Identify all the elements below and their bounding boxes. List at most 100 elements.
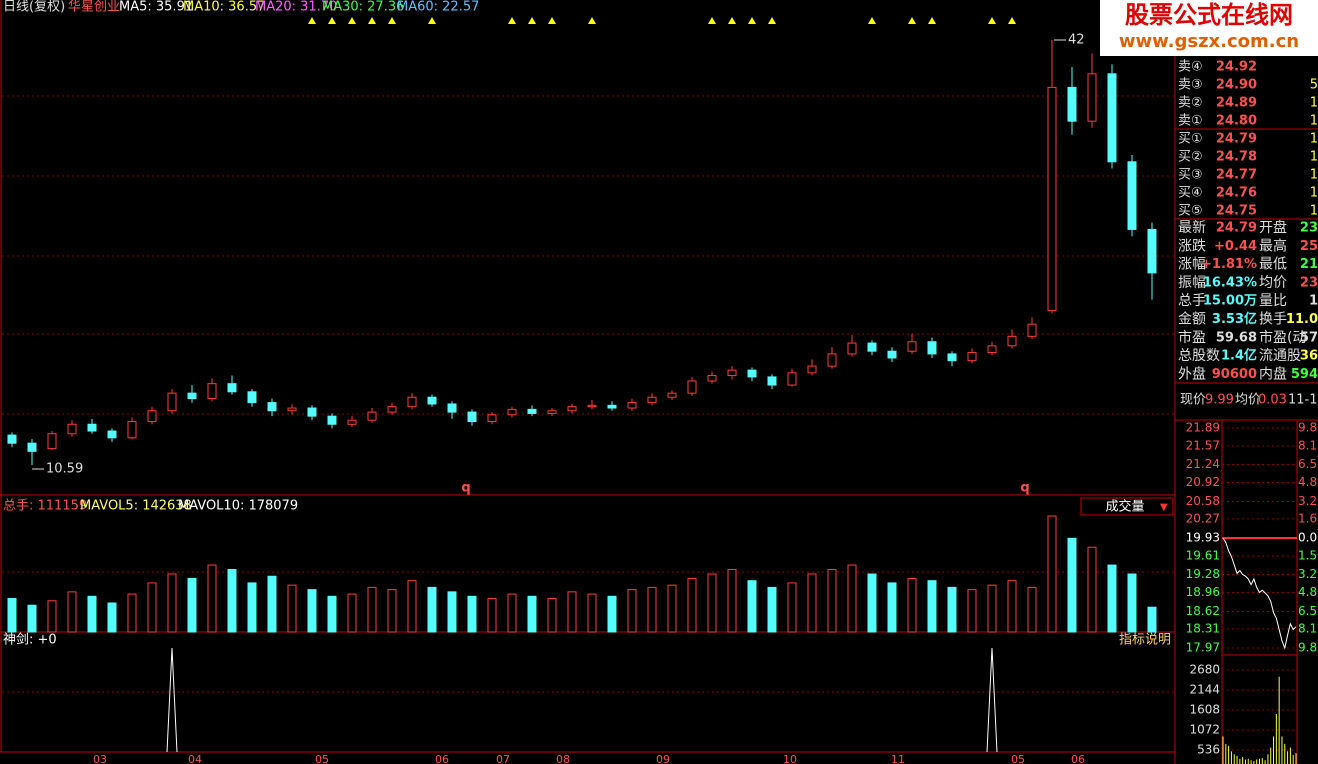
signal-triangle <box>348 17 356 24</box>
volume-bar <box>827 569 837 633</box>
quote-value: 25 <box>1300 239 1318 254</box>
mavol10: MAVOL10: 178079 <box>178 499 298 514</box>
volume-bar <box>1027 586 1037 633</box>
volume-bar <box>647 586 657 633</box>
signal-triangle <box>748 17 756 24</box>
candle-body <box>367 411 377 421</box>
quote-value: 594 <box>1291 367 1318 382</box>
quote-label: 市盈(动 <box>1259 329 1306 346</box>
candle-body <box>687 380 697 394</box>
ma-label: MA60: 22.57 <box>397 0 479 15</box>
quote-value: 15.00万 <box>1203 294 1257 309</box>
stock-name: 华星创业 <box>68 0 120 15</box>
signal-triangle <box>308 17 316 24</box>
dashed-grid <box>2 95 1175 693</box>
quote-value: 90600 <box>1212 367 1257 382</box>
order-side: 买① <box>1178 132 1203 147</box>
volume-bar <box>627 589 637 633</box>
order-price: 24.77 <box>1216 168 1257 183</box>
intraday-price-tick: 18.62 <box>1186 604 1220 618</box>
period[interactable]: 日线(复权) <box>3 0 65 15</box>
volume-bar <box>307 589 317 633</box>
volume-bar <box>427 586 437 633</box>
volume-bar <box>187 577 197 633</box>
candle-body <box>287 407 297 412</box>
intraday-pct-tick: 3.28 <box>1298 567 1318 581</box>
candle-body <box>167 392 177 412</box>
order-volume: 1 <box>1310 168 1318 183</box>
volume-bar <box>267 575 277 633</box>
intraday-pct-tick: 4.87 <box>1298 585 1318 599</box>
candle-body <box>1127 161 1137 230</box>
intraday-pct-tick: 8.15 <box>1298 438 1318 452</box>
order-price: 24.92 <box>1216 60 1257 75</box>
quote-value: 57 <box>1300 330 1318 345</box>
intraday-pct-tick: 0.00 <box>1298 531 1318 545</box>
order-side: 卖② <box>1178 96 1203 111</box>
candle-body <box>587 404 597 408</box>
intraday-pct-tick: 9.83 <box>1298 421 1318 435</box>
quote-label: 最低 <box>1259 257 1287 273</box>
volume-bar <box>667 584 677 633</box>
intraday-volume-tick: 536 <box>1197 743 1220 757</box>
ma-label: MA5: 35.91 <box>119 0 193 15</box>
month-label: 08 <box>556 753 570 764</box>
indicator-selector[interactable] <box>1080 497 1174 516</box>
quote-value: 36 <box>1300 349 1318 364</box>
quote-label: 总股数 <box>1178 348 1220 364</box>
candle-body <box>347 419 357 425</box>
candle-body <box>607 404 617 409</box>
order-side: 买⑤ <box>1178 204 1203 219</box>
signal-triangle <box>428 17 436 24</box>
volume-bar <box>67 591 77 633</box>
quote-value: 1 <box>1309 294 1318 309</box>
volume-bar <box>87 595 97 633</box>
intraday-volume-tick: 1608 <box>1189 703 1220 717</box>
volume-bar <box>127 593 137 633</box>
volume-bar <box>747 580 757 633</box>
order-volume: 1 <box>1310 204 1318 219</box>
volume-bar <box>287 584 297 633</box>
signal-triangle <box>728 17 736 24</box>
signal-triangle <box>868 17 876 24</box>
candle-body <box>927 341 937 355</box>
signal-triangle <box>908 17 916 24</box>
quote-value: 11.0 <box>1286 312 1318 327</box>
quote-label: 流通股 <box>1259 348 1301 364</box>
order-side: 买② <box>1178 150 1203 165</box>
volume-bar <box>1147 606 1157 633</box>
signal-triangle <box>768 17 776 24</box>
ma-label: MA20: 31.70 <box>255 0 337 15</box>
indicator-selector-label[interactable]: 成交量 <box>1105 499 1144 515</box>
volume-bar <box>367 586 377 633</box>
month-label: 11 <box>891 753 905 764</box>
candle-body <box>967 352 977 362</box>
quote-value: 1.4亿 <box>1221 348 1257 364</box>
order-side: 卖④ <box>1178 60 1203 75</box>
signal-triangle <box>368 17 376 24</box>
intraday-pct-tick: 6.56 <box>1298 604 1318 618</box>
order-price: 24.79 <box>1216 132 1257 147</box>
quote-label: 最新 <box>1178 220 1206 236</box>
volume-bar <box>1067 537 1077 633</box>
volume-bar <box>1107 564 1117 633</box>
signal-triangle <box>528 17 536 24</box>
candle-body <box>267 402 277 412</box>
dropdown-arrow[interactable]: ▼ <box>1160 502 1168 513</box>
signal-triangle <box>708 17 716 24</box>
intraday-price-tick: 18.96 <box>1186 585 1220 599</box>
candle-body <box>787 372 797 386</box>
high-label: 42 <box>1068 33 1085 48</box>
quote-label: 内盘 <box>1259 365 1287 382</box>
volume-bar <box>1087 546 1097 633</box>
signal-triangle <box>328 17 336 24</box>
volume-bar <box>727 569 737 633</box>
volume-bar <box>787 582 797 633</box>
indicator-help[interactable]: 指标说明 <box>1119 633 1171 648</box>
candle-body <box>1007 335 1017 347</box>
quote-value: 24.79 <box>1216 221 1257 236</box>
quote-value: +1.81% <box>1201 257 1257 272</box>
volume-bar <box>927 580 937 633</box>
intraday-pct-tick: 6.56 <box>1298 457 1318 471</box>
order-volume: 1 <box>1310 96 1318 111</box>
